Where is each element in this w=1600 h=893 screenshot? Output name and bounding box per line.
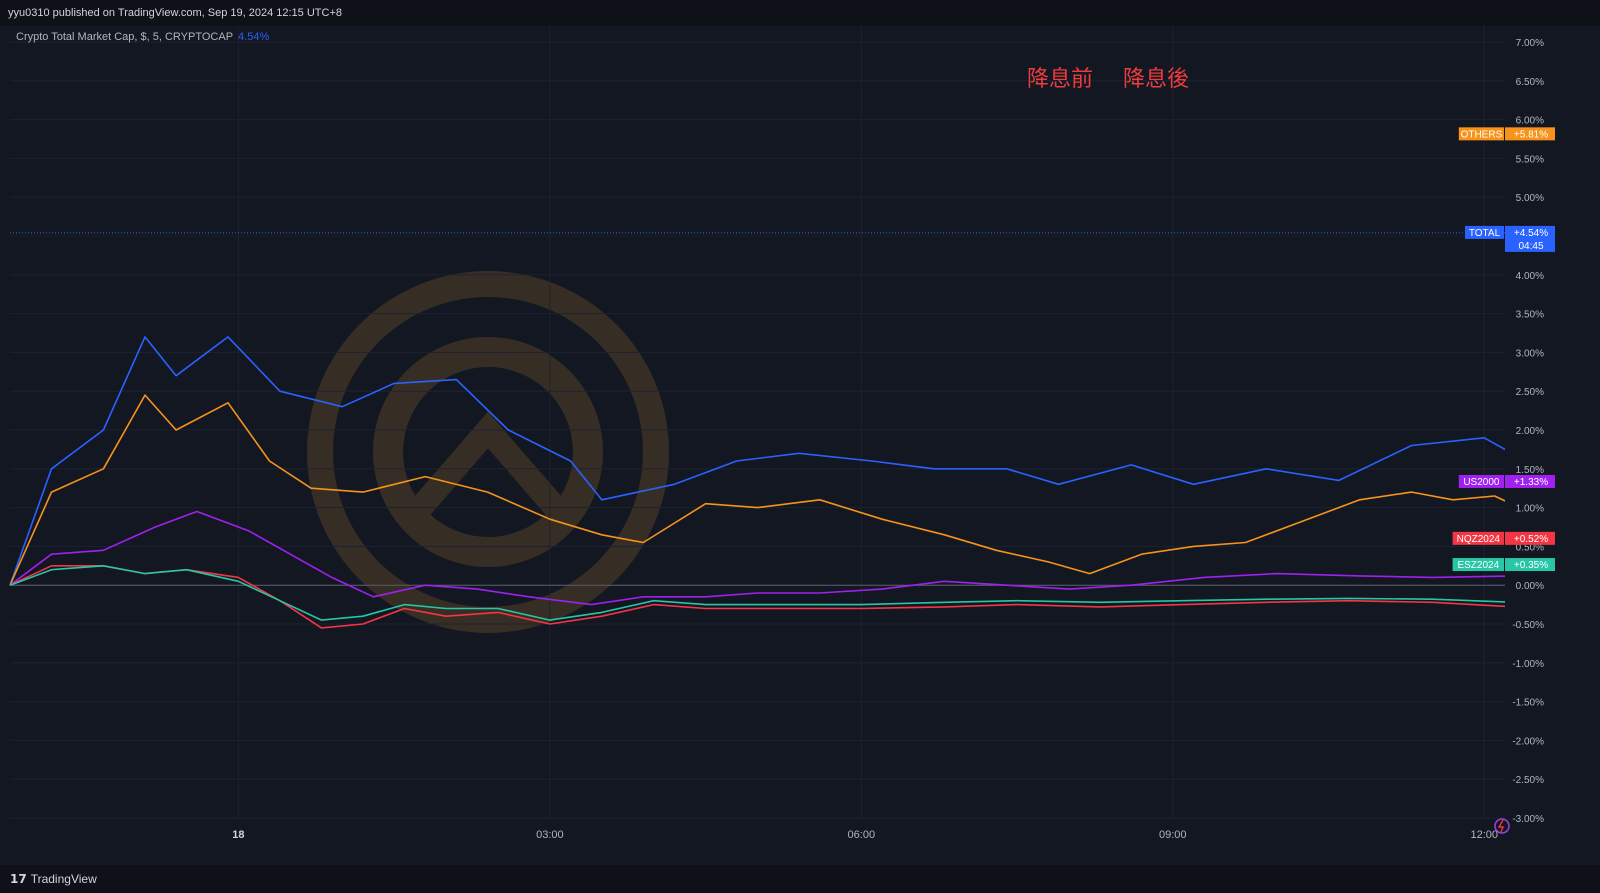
y-tick-label: 2.00% xyxy=(1516,426,1544,437)
price-tag-value-bg xyxy=(1505,127,1555,141)
series-legend[interactable]: Crypto Total Market Cap, $, 5, CRYPTOCAP… xyxy=(16,31,269,43)
price-tag-name: ESZ2024 xyxy=(1457,560,1499,571)
price-tag-name-bg xyxy=(1452,558,1504,572)
price-tag-name-bg xyxy=(1458,127,1504,141)
x-tick-label: 12:00 xyxy=(1470,829,1498,841)
price-tag-name-bg xyxy=(1458,474,1504,488)
y-tick-label: 4.00% xyxy=(1516,271,1544,282)
y-tick-label: 7.00% xyxy=(1516,38,1544,49)
price-tag-countdown: 04:45 xyxy=(1518,241,1543,252)
x-tick-label: 09:00 xyxy=(1159,829,1187,841)
publish-bar: yyu0310 published on TradingView.com, Se… xyxy=(0,0,1600,26)
publish-info: yyu0310 published on TradingView.com, Se… xyxy=(8,7,342,19)
tradingview-brand[interactable]: 17 TradingView xyxy=(10,872,97,886)
y-tick-label: 5.50% xyxy=(1516,154,1544,165)
price-tag-value-bg xyxy=(1505,225,1555,252)
y-tick-label: 0.00% xyxy=(1516,581,1544,592)
y-tick-label: 3.00% xyxy=(1516,348,1544,359)
price-tag-value: +4.54% xyxy=(1514,228,1548,239)
price-tag-nqz2024: NQZ2024 +0.52% xyxy=(1452,531,1555,545)
price-tag-name-bg xyxy=(1452,531,1504,545)
brand-label: TradingView xyxy=(30,872,97,886)
annotation-after: 降息後 xyxy=(1123,67,1189,92)
y-tick-label: -1.00% xyxy=(1512,659,1544,670)
logo-watermark xyxy=(307,271,669,633)
y-tick-label: -2.50% xyxy=(1512,775,1544,786)
lightning-icon[interactable] xyxy=(1494,818,1510,834)
reference-lines xyxy=(10,232,1505,586)
price-tag-us2000: US2000 +1.33% xyxy=(1458,474,1555,488)
y-axis: 7.00% 6.50% 6.00% 5.50% 5.00% 4.00% 3.50% 3.00%… xyxy=(1505,26,1600,865)
x-axis: 1803:0006:0009:0012:0015:0018:0021:00190… xyxy=(0,823,1600,865)
x-tick-label: 06:00 xyxy=(848,829,876,841)
y-tick-label: 0.50% xyxy=(1516,542,1544,553)
annotation-before: 降息前 xyxy=(1027,67,1093,92)
y-tick-label: 6.50% xyxy=(1516,77,1544,88)
series-layer xyxy=(9,336,1600,629)
price-tag-name-bg xyxy=(1465,225,1504,239)
tradingview-logo-icon: 17 xyxy=(10,872,27,886)
series-line-others xyxy=(9,394,1600,586)
y-tick-label: 6.00% xyxy=(1516,116,1544,127)
y-tick-label: 1.50% xyxy=(1516,465,1544,476)
series-line-total xyxy=(9,336,1600,586)
price-tag-total: TOTAL +4.54% 04:45 xyxy=(1465,225,1555,252)
y-tick-label: 5.00% xyxy=(1516,193,1544,204)
price-tags: TOTAL +4.54% 04:45 OTHERS +5.81% US2000 +1.33%… xyxy=(1452,127,1555,572)
y-tick-label: -1.50% xyxy=(1512,698,1544,709)
price-tag-others: OTHERS +5.81% xyxy=(1458,127,1555,141)
series-line-us2000 xyxy=(9,510,1600,606)
price-tag-value: +0.35% xyxy=(1514,560,1548,571)
price-tag-value: +5.81% xyxy=(1514,129,1548,140)
x-tick-label: 18 xyxy=(232,829,244,841)
y-tick-label: 1.00% xyxy=(1516,504,1544,515)
time-scale-bg xyxy=(0,823,1600,865)
price-tag-value-bg xyxy=(1505,474,1555,488)
price-tag-value-bg xyxy=(1505,558,1555,572)
legend-change: 4.54% xyxy=(238,31,270,43)
grid xyxy=(10,26,1505,819)
series-line-esz2024 xyxy=(9,565,1600,621)
price-tag-name: OTHERS xyxy=(1461,129,1503,140)
price-tag-value: +0.52% xyxy=(1514,534,1548,545)
x-tick-label: 03:00 xyxy=(536,829,564,841)
price-tag-name: US2000 xyxy=(1463,477,1500,488)
series-line-nqz2024 xyxy=(9,565,1600,629)
price-tag-name: TOTAL xyxy=(1469,228,1501,239)
y-tick-label: -2.00% xyxy=(1512,736,1544,747)
price-scale-bg xyxy=(1505,26,1600,865)
y-tick-label: 2.50% xyxy=(1516,387,1544,398)
y-tick-label: -0.50% xyxy=(1512,620,1544,631)
price-tag-name: NQZ2024 xyxy=(1457,534,1501,545)
price-tag-esz2024: ESZ2024 +0.35% xyxy=(1452,558,1555,572)
footer-bar: 17 TradingView xyxy=(0,865,1600,893)
legend-symbol: Crypto Total Market Cap, $, 5, CRYPTOCAP xyxy=(16,31,234,43)
price-tag-value-bg xyxy=(1505,531,1555,545)
price-tag-value: +1.33% xyxy=(1514,477,1548,488)
y-tick-label: 3.50% xyxy=(1516,310,1544,321)
y-tick-label: -3.00% xyxy=(1512,814,1544,825)
